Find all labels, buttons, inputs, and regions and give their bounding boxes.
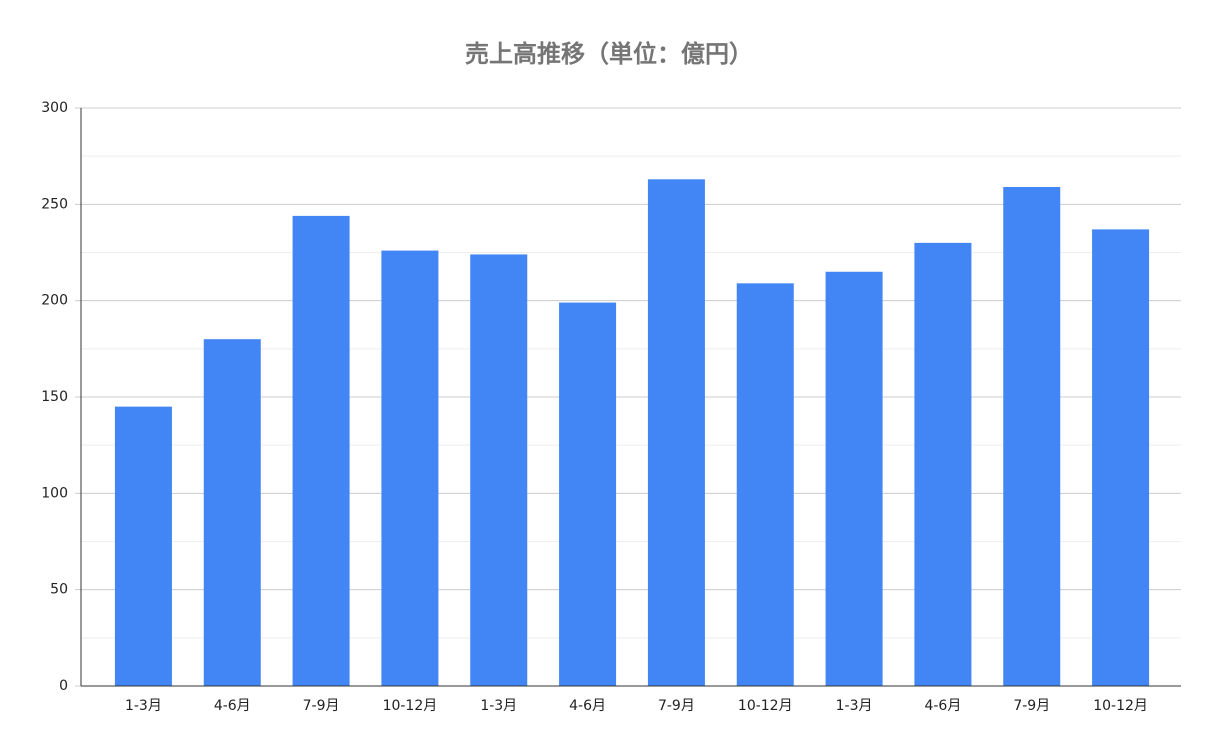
x-tick-label: 4-6月 xyxy=(214,698,251,714)
bar xyxy=(736,283,794,686)
bar xyxy=(292,215,350,687)
bar xyxy=(470,254,528,686)
y-tick-label: 250 xyxy=(41,196,68,212)
x-tick-label: 4-6月 xyxy=(569,698,606,714)
y-tick-label: 200 xyxy=(41,293,68,309)
x-tick-label: 4-6月 xyxy=(924,698,961,714)
y-tick-label: 150 xyxy=(41,389,68,405)
bar xyxy=(914,242,972,686)
bar xyxy=(1003,186,1061,686)
y-tick-label: 300 xyxy=(41,100,68,116)
chart-title: 売上高推移（単位：億円） xyxy=(465,40,753,68)
bar xyxy=(114,406,172,686)
bar xyxy=(559,302,617,686)
x-tick-label: 1-3月 xyxy=(125,698,162,714)
x-tick-label: 7-9月 xyxy=(303,698,340,714)
x-tick-label: 7-9月 xyxy=(658,698,695,714)
bar xyxy=(1092,229,1150,686)
y-tick-label: 50 xyxy=(50,582,68,598)
bar xyxy=(381,250,439,686)
x-tick-label: 10-12月 xyxy=(383,698,438,714)
y-tick-label: 100 xyxy=(41,485,68,501)
x-tick-label: 10-12月 xyxy=(738,698,793,714)
bar xyxy=(647,179,705,686)
x-tick-label: 10-12月 xyxy=(1093,698,1148,714)
bar xyxy=(203,339,261,686)
x-tick-label: 1-3月 xyxy=(480,698,517,714)
y-tick-label: 0 xyxy=(59,678,68,694)
x-tick-label: 7-9月 xyxy=(1013,698,1050,714)
bar xyxy=(825,271,883,686)
x-tick-label: 1-3月 xyxy=(836,698,873,714)
